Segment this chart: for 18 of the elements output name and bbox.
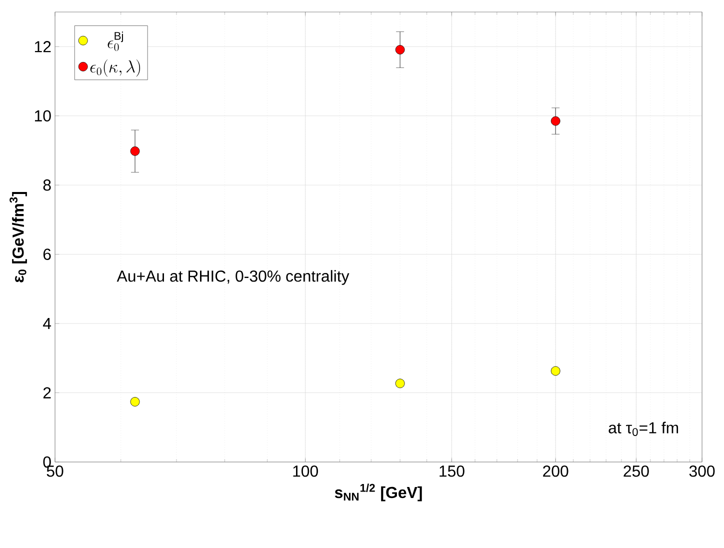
- annotation: at τ$_{0}$=1 fm: [608, 422, 678, 436]
- y-axis-title: ε$_{0}$ [GeV/fm$^{3}$]: [10, 192, 27, 282]
- y-tick-label: 4: [42, 318, 52, 330]
- y-tick-label: 6: [43, 248, 51, 260]
- x-tick-label: 50: [46, 466, 64, 477]
- y-tick-label: 12: [34, 41, 51, 52]
- y-tick-label: 10: [34, 110, 51, 122]
- x-tick-label: 200: [543, 466, 568, 477]
- annotation: Au+Au at RHIC, 0-30% centrality: [116, 270, 350, 285]
- x-tick-label: 300: [689, 466, 715, 477]
- legend-label: $\epsilon_0^{\mathrm{Bj}}$: [108, 32, 123, 51]
- x-tick-label: 150: [440, 466, 464, 477]
- y-tick-label: 8: [43, 179, 51, 191]
- x-tick-label: 250: [624, 466, 649, 477]
- y-tick-label: 2: [43, 387, 51, 398]
- x-tick-label: 100: [293, 466, 318, 477]
- legend-label: $\epsilon_0(\kappa,\lambda)$: [90, 59, 140, 77]
- x-axis-title: s$_{NN}$$^{1/2}$ [GeV]: [334, 484, 422, 502]
